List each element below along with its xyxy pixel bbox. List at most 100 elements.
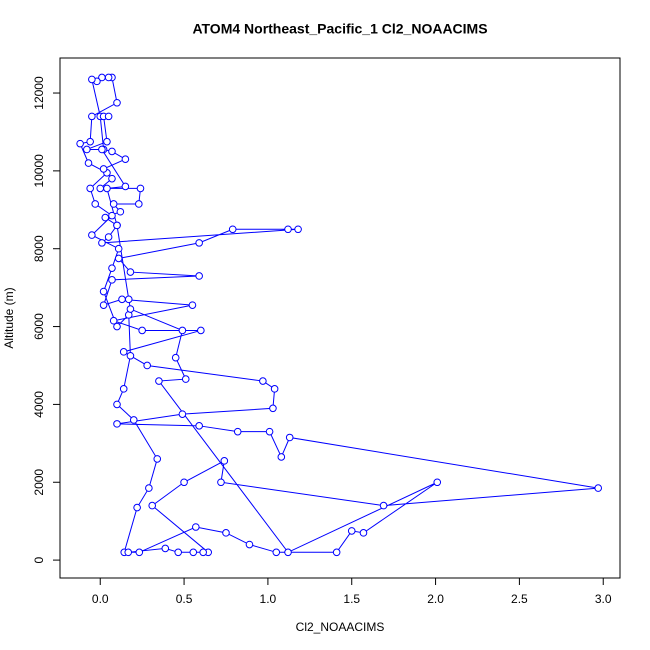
data-point [126, 268, 135, 276]
data-point [88, 112, 96, 121]
x-tick-label: 1.0 [260, 592, 277, 606]
data-point [189, 548, 198, 557]
data-point [188, 301, 197, 309]
data-point [220, 457, 229, 465]
x-tick-label: 2.5 [511, 592, 528, 606]
data-point [379, 501, 388, 510]
data-point [285, 433, 294, 442]
data-point [178, 410, 187, 418]
data-point [76, 139, 84, 148]
data-point [217, 478, 225, 487]
data-point [96, 184, 105, 193]
y-tick-label: 12000 [32, 76, 46, 110]
data-point [153, 455, 162, 463]
data-point [195, 422, 203, 430]
data-point [181, 375, 190, 383]
data-point [103, 184, 111, 193]
data-point [88, 75, 96, 84]
chart-title: ATOM4 Northeast_Pacific_1 Cl2_NOAACIMS [192, 21, 487, 37]
data-point [103, 137, 111, 146]
data-point [136, 184, 145, 193]
data-point [148, 501, 157, 510]
data-point [197, 326, 205, 335]
data-point [113, 420, 121, 428]
y-tick-label: 2000 [32, 469, 46, 496]
data-line [79, 76, 599, 553]
x-tick-label: 2.0 [427, 592, 444, 606]
data-point [119, 385, 128, 393]
data-point [88, 231, 96, 239]
data-point [138, 326, 146, 335]
data-point [192, 523, 200, 531]
data-point [161, 544, 170, 553]
data-point [108, 264, 116, 272]
y-axis-title: Altitude (m) [2, 287, 16, 348]
data-point [143, 361, 151, 370]
data-point [284, 548, 292, 557]
data-point [272, 548, 281, 557]
data-point [116, 207, 125, 216]
data-point [145, 484, 153, 492]
data-point [178, 326, 187, 335]
data-point [199, 548, 207, 557]
data-point [121, 155, 130, 163]
x-tick-label: 0.0 [92, 592, 109, 606]
x-tick-label: 3.0 [595, 592, 612, 606]
data-point [332, 548, 341, 557]
data-point [195, 239, 203, 247]
data-point [269, 404, 277, 413]
data-point [108, 211, 116, 220]
data-point [259, 377, 267, 385]
data-point [113, 221, 121, 230]
data-point [195, 272, 203, 280]
plot-frame [59, 57, 621, 579]
data-point [98, 239, 106, 247]
data-point [114, 254, 123, 263]
y-tick-label: 6000 [32, 313, 46, 340]
data-point [98, 73, 106, 82]
data-point [233, 427, 242, 436]
data-point [113, 400, 121, 409]
y-tick-label: 10000 [32, 154, 46, 188]
data-point [109, 200, 118, 208]
data-point [109, 316, 118, 325]
data-point [129, 416, 138, 424]
data-point [126, 351, 135, 360]
data-point [86, 137, 94, 146]
data-point [86, 184, 94, 193]
data-point [113, 98, 121, 107]
x-tick-label: 1.5 [343, 592, 360, 606]
data-point [108, 174, 116, 183]
data-point [113, 322, 121, 331]
data-point [133, 503, 141, 512]
data-point [84, 159, 93, 167]
data-point [121, 182, 130, 191]
data-point [99, 287, 108, 296]
data-point [114, 244, 123, 253]
data-point [135, 548, 144, 557]
y-tick-label: 0 [32, 556, 46, 563]
data-point [594, 484, 603, 492]
data-point [104, 112, 113, 121]
data-point [124, 295, 133, 304]
data-point [99, 165, 108, 173]
data-point [433, 478, 442, 487]
data-point [270, 385, 279, 393]
data-point [174, 548, 183, 557]
data-point [99, 301, 108, 309]
data-point [245, 540, 254, 549]
data-point [171, 353, 180, 362]
data-point [222, 529, 230, 537]
data-point [284, 225, 292, 234]
data-point [91, 200, 100, 208]
data-point [359, 529, 368, 537]
data-point [124, 548, 133, 557]
data-point [347, 527, 356, 535]
data-point [294, 225, 302, 234]
data-point [108, 147, 116, 156]
data-point [118, 295, 126, 304]
data-point [228, 225, 237, 234]
data-point [119, 348, 128, 356]
data-point [98, 145, 106, 154]
